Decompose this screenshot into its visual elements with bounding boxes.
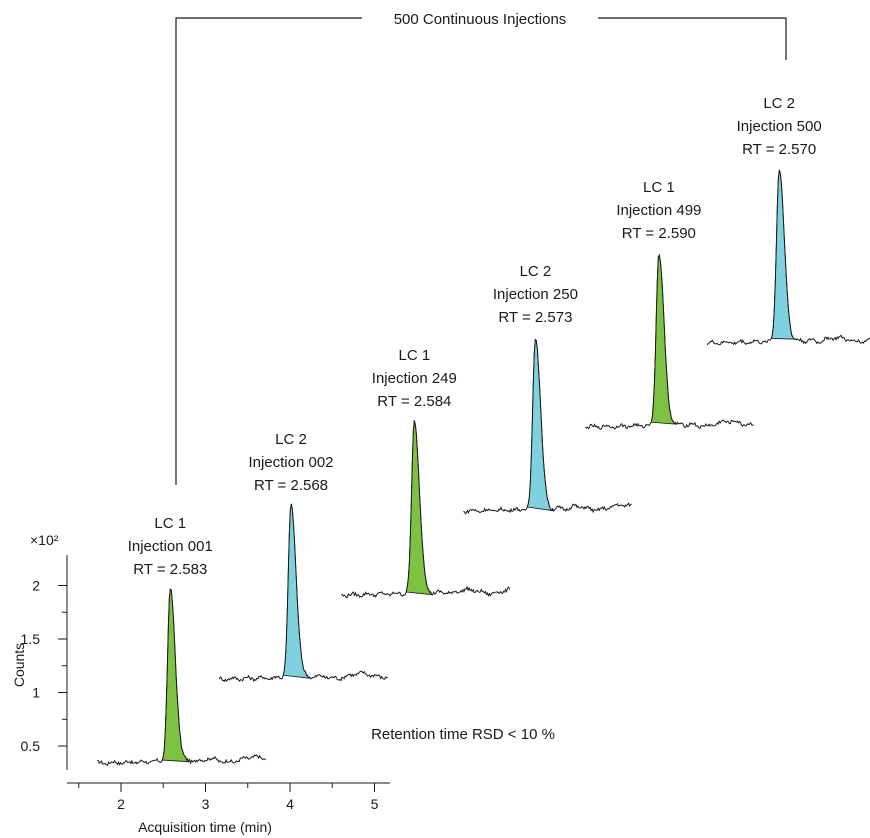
y-tick-label: 2 (32, 578, 40, 594)
trace-injection-label: Injection 002 (248, 454, 333, 471)
y-axis-title: Counts (11, 643, 27, 687)
y-tick-label: 1.5 (21, 631, 41, 647)
trace-rt-label: RT = 2.583 (133, 561, 207, 578)
chart-title: 500 Continuous Injections (394, 11, 567, 28)
peak-area (650, 254, 677, 425)
chromatogram-trace (706, 169, 870, 346)
rsd-annotation: Retention time RSD < 10 % (371, 726, 555, 743)
peak-area (526, 338, 555, 512)
trace-lc-label: LC 2 (275, 431, 307, 448)
x-tick-label: 3 (202, 796, 210, 812)
peak-area (282, 503, 309, 679)
y-multiplier-label: ×10² (30, 532, 59, 548)
trace-rt-label: RT = 2.584 (377, 393, 451, 410)
trace-injection-label: Injection 499 (616, 202, 701, 219)
chromatogram-trace (585, 253, 754, 430)
trace-lc-label: LC 2 (763, 95, 795, 112)
trace-rt-label: RT = 2.573 (498, 309, 572, 326)
x-tick-label: 4 (286, 796, 294, 812)
trace-lc-label: LC 1 (399, 347, 431, 364)
trace-injection-label: Injection 250 (493, 286, 578, 303)
chromatogram-trace (218, 503, 388, 683)
peak-area (770, 169, 799, 341)
peak-area (405, 420, 433, 596)
trace-lc-label: LC 2 (520, 263, 552, 280)
trace-injection-label: Injection 249 (372, 370, 457, 387)
x-axis-title: Acquisition time (min) (138, 819, 272, 835)
peak-area (161, 588, 189, 763)
trace-injection-label: Injection 001 (128, 538, 213, 555)
x-tick-label: 5 (371, 796, 379, 812)
trace-rt-label: RT = 2.590 (622, 225, 696, 242)
ticks-layer: 2 3 4 5 0.5 1 1.5 2 (21, 578, 379, 813)
y-tick-label: 0.5 (21, 738, 41, 754)
chromatogram-trace (463, 338, 632, 515)
injections-bracket (175, 17, 787, 485)
trace-lc-label: LC 1 (154, 515, 186, 532)
chromatogram-trace (341, 420, 511, 599)
trace-lc-label: LC 1 (643, 179, 675, 196)
trace-rt-label: RT = 2.568 (254, 477, 328, 494)
x-tick-label: 2 (117, 796, 125, 812)
series-layer: LC 1 Injection 001 RT = 2.583 LC 2 Injection… (97, 95, 870, 766)
trace-injection-label: Injection 500 (737, 118, 822, 135)
chromatogram-trace (97, 588, 267, 766)
y-tick-label: 1 (32, 685, 40, 701)
trace-rt-label: RT = 2.570 (742, 141, 816, 158)
